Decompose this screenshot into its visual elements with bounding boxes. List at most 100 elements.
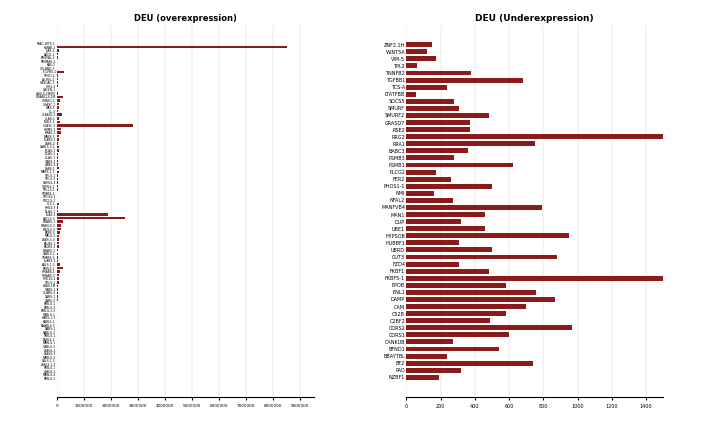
Bar [406,241,459,245]
Bar [406,113,488,118]
Bar [406,247,492,252]
Bar [406,276,713,281]
Bar [57,278,58,280]
Bar [406,325,573,330]
Bar [406,339,453,344]
Bar [57,128,61,130]
Bar [57,256,58,259]
Bar [57,110,58,112]
Bar [57,174,58,176]
Bar [57,149,58,151]
Bar [57,142,58,144]
Bar [406,141,535,146]
Bar [406,70,471,76]
Bar [406,106,459,111]
Bar [57,210,58,212]
Bar [406,304,526,309]
Bar [57,167,59,170]
Bar [57,160,58,162]
Bar [406,149,468,153]
Bar [406,219,461,224]
Bar [406,205,542,210]
Bar [57,131,61,134]
Bar [57,178,58,180]
Bar [406,290,536,295]
Bar [57,220,63,223]
Bar [57,114,63,116]
Bar [406,57,436,61]
Bar [406,297,555,302]
Bar [406,269,488,273]
Bar [57,156,58,159]
Bar [57,206,58,209]
Bar [406,49,427,54]
Bar [57,249,58,252]
Bar [57,103,59,106]
Bar [406,120,470,125]
Bar [57,231,60,234]
Bar [57,246,58,248]
Bar [57,271,60,273]
Bar [57,71,63,73]
Bar [406,333,509,337]
Bar [406,283,506,288]
Bar [57,170,58,173]
Bar [57,224,61,227]
Bar [406,162,513,168]
Bar [57,235,59,237]
Bar [57,117,58,119]
Title: DEU (Underexpression): DEU (Underexpression) [476,14,594,23]
Bar [57,153,58,155]
Bar [406,184,492,189]
Bar [406,375,439,380]
Bar [57,267,63,269]
Bar [406,78,523,83]
Bar [57,242,58,244]
Bar [57,138,58,141]
Bar [57,284,58,287]
Bar [57,146,59,148]
Bar [57,203,58,205]
Bar [57,49,59,52]
Bar [57,217,125,219]
Bar [57,274,59,276]
Bar [406,346,499,352]
Bar [406,99,454,104]
Bar [406,254,557,260]
Bar [406,63,416,68]
Bar [57,106,58,109]
Bar [406,92,416,97]
Bar [57,135,59,138]
Bar [406,191,434,196]
Bar [57,78,58,80]
Bar [57,121,60,123]
Bar [57,46,287,48]
Bar [57,96,63,98]
Bar [406,134,713,139]
Bar [406,354,448,359]
Title: DEU (overexpression): DEU (overexpression) [134,14,237,23]
Bar [57,238,59,241]
Bar [57,288,58,291]
Bar [57,124,133,127]
Bar [406,368,461,373]
Bar [57,227,61,230]
Bar [57,213,108,216]
Bar [57,263,60,266]
Bar [406,233,569,238]
Bar [406,177,451,181]
Bar [406,226,485,231]
Bar [406,155,454,160]
Bar [57,252,58,255]
Bar [406,318,491,323]
Bar [406,361,533,365]
Bar [406,42,432,47]
Bar [406,198,453,203]
Bar [57,53,58,55]
Bar [57,92,58,95]
Legend: DEU (overexpression): DEU (overexpression) [509,208,556,214]
Bar [406,212,485,217]
Bar [406,262,459,267]
Bar [57,99,61,102]
Bar [406,311,506,316]
